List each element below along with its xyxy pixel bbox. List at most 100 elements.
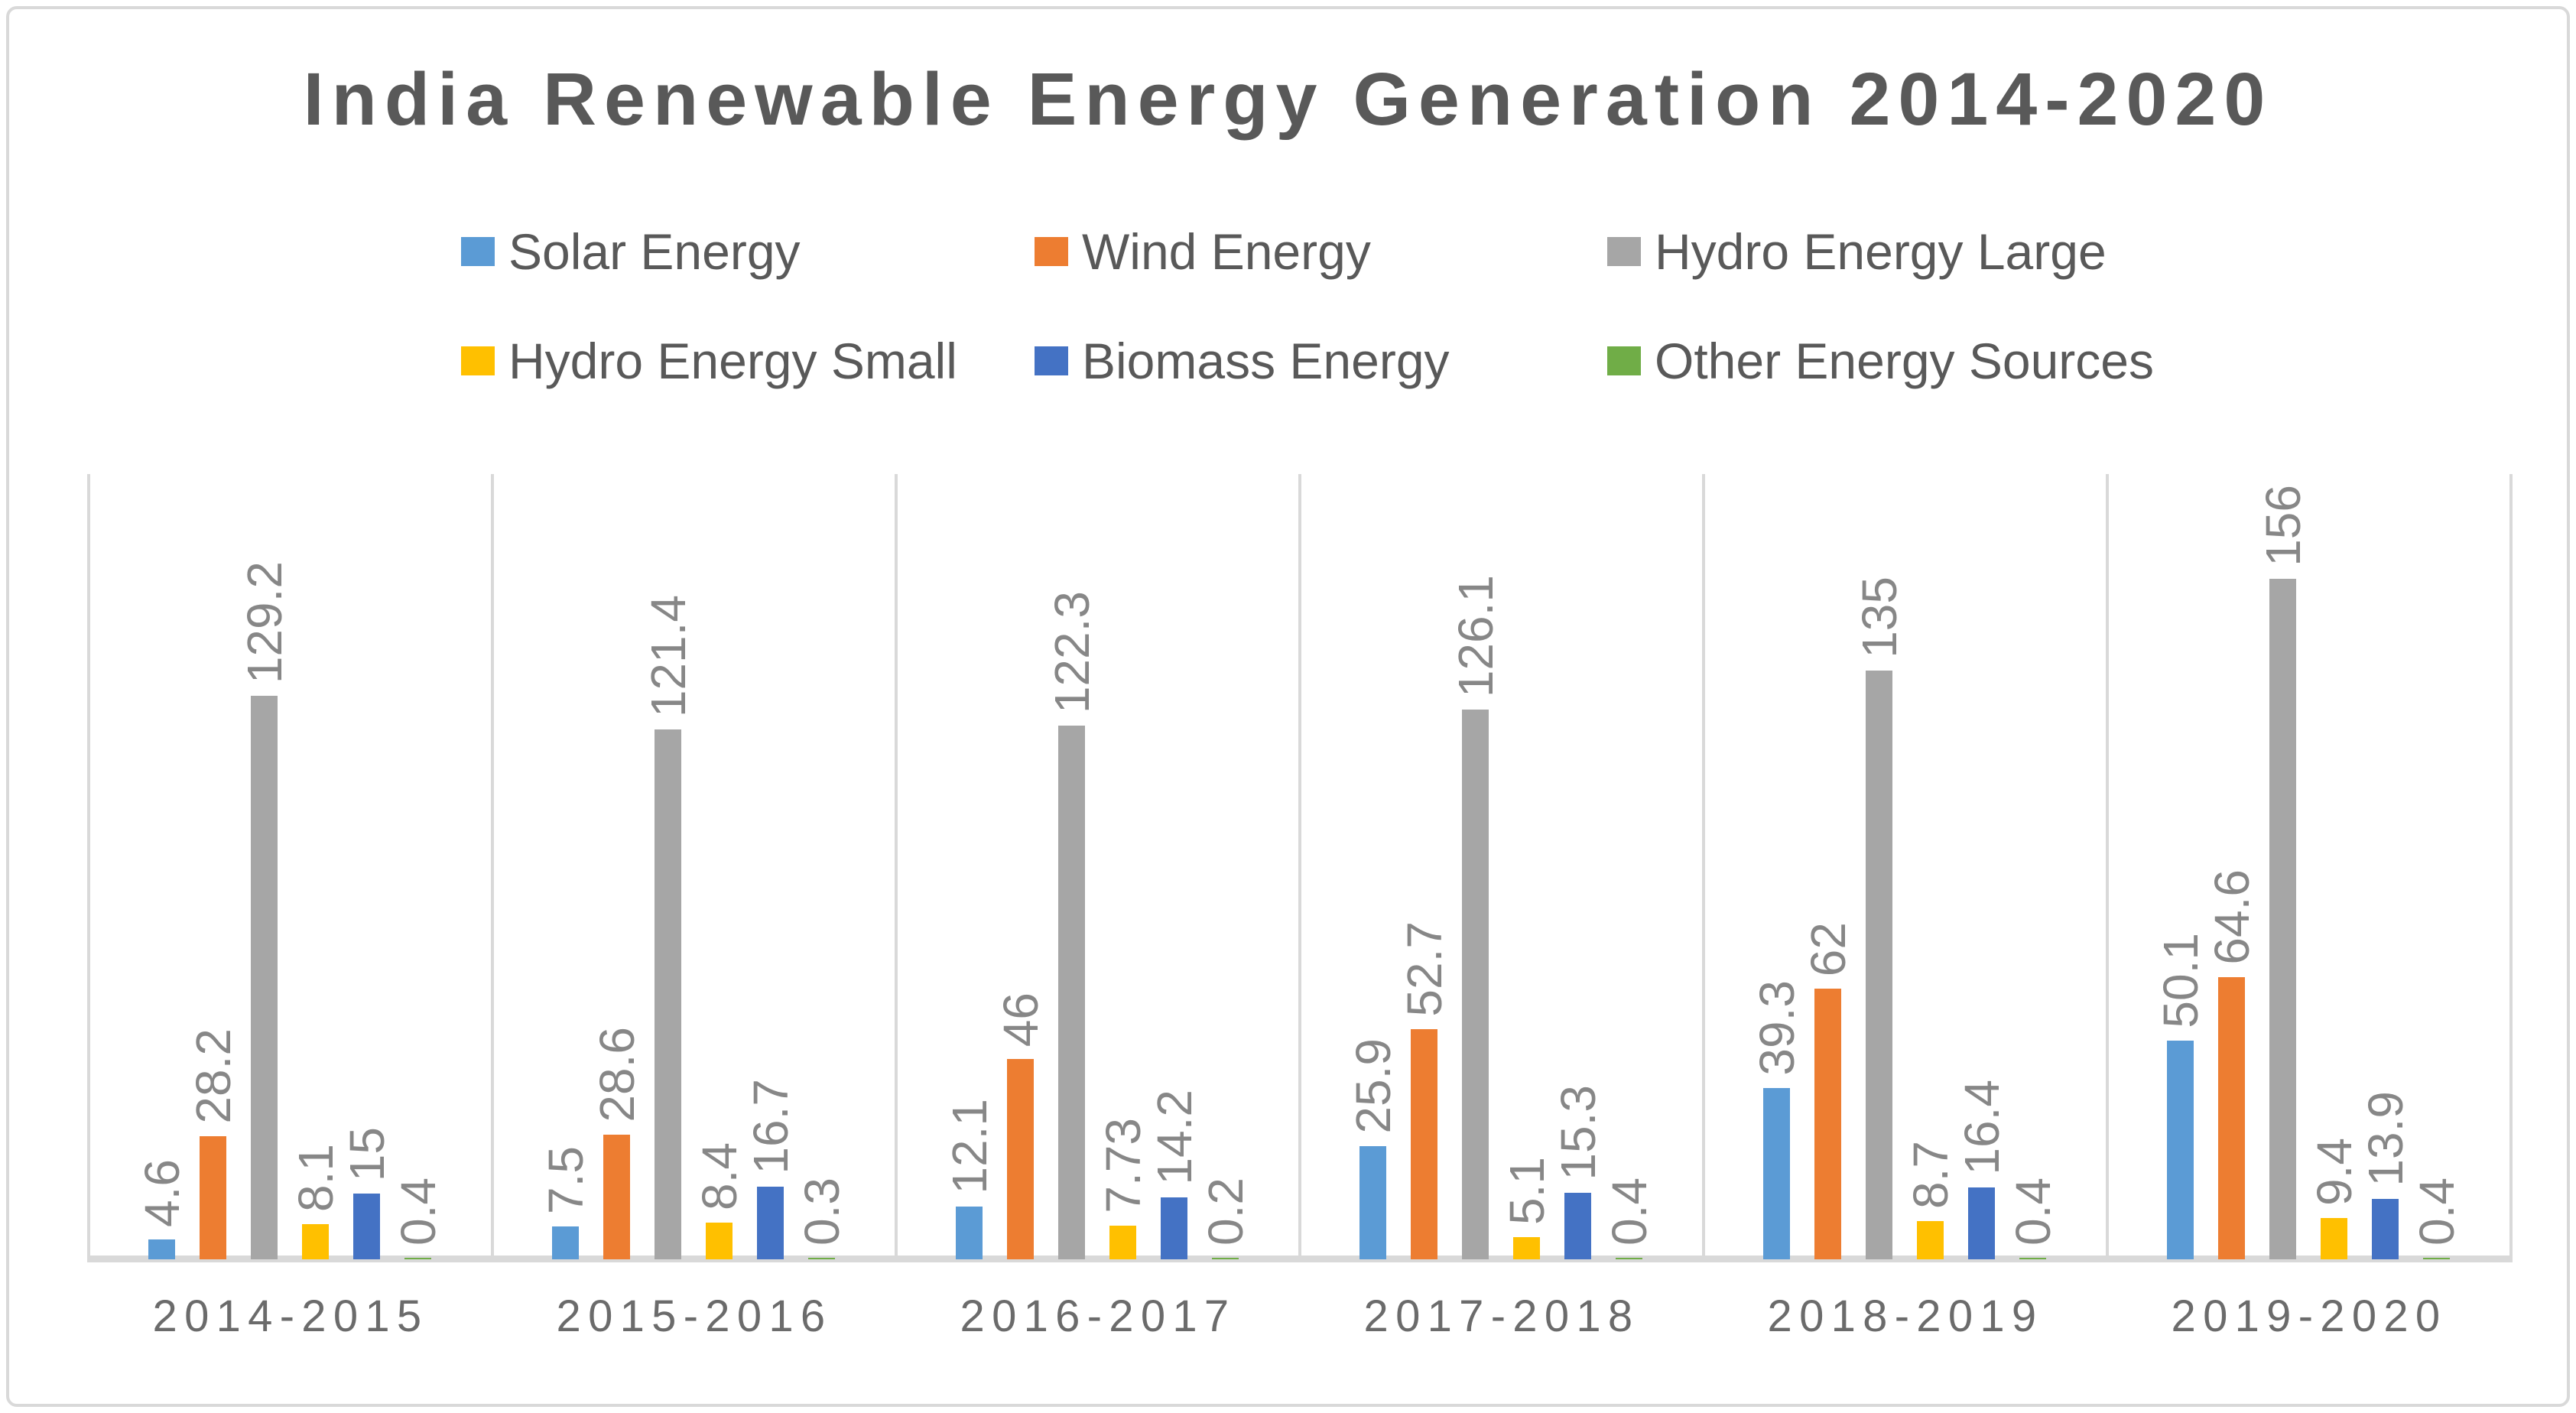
data-label: 46 bbox=[993, 992, 1048, 1047]
bar-solar-energy-2017-2018 bbox=[1359, 1146, 1386, 1259]
data-label: 0.4 bbox=[2409, 1178, 2464, 1246]
bar-other-energy-sources-2014-2015 bbox=[404, 1258, 431, 1259]
data-label: 0.4 bbox=[1602, 1178, 1657, 1246]
category-divider-gridline bbox=[1298, 474, 1301, 1262]
bar-hydro-energy-small-2019-2020 bbox=[2321, 1218, 2347, 1259]
category-divider-gridline bbox=[895, 474, 898, 1262]
data-label: 7.73 bbox=[1096, 1118, 1151, 1213]
bar-biomass-energy-2016-2017 bbox=[1161, 1197, 1187, 1259]
legend-label: Hydro Energy Small bbox=[508, 333, 957, 389]
bar-solar-energy-2016-2017 bbox=[956, 1207, 983, 1259]
x-axis-category-label: 2016-2017 bbox=[960, 1291, 1236, 1341]
data-label: 135 bbox=[1852, 577, 1907, 658]
data-label: 50.1 bbox=[2153, 933, 2208, 1028]
data-label: 0.4 bbox=[391, 1178, 446, 1246]
category-divider-gridline bbox=[491, 474, 494, 1262]
bar-other-energy-sources-2015-2016 bbox=[808, 1258, 835, 1259]
data-label: 14.2 bbox=[1147, 1090, 1202, 1185]
x-axis-category-label: 2017-2018 bbox=[1363, 1291, 1640, 1341]
bar-biomass-energy-2017-2018 bbox=[1564, 1193, 1591, 1259]
data-label: 25.9 bbox=[1346, 1038, 1401, 1134]
legend-item-hydro-energy-small: Hydro Energy Small bbox=[461, 336, 957, 386]
legend-label: Wind Energy bbox=[1082, 223, 1371, 280]
bar-hydro-energy-large-2015-2016 bbox=[655, 729, 681, 1259]
bar-hydro-energy-small-2016-2017 bbox=[1109, 1226, 1136, 1259]
bar-other-energy-sources-2018-2019 bbox=[2019, 1258, 2046, 1259]
data-label: 8.4 bbox=[692, 1142, 747, 1210]
x-axis-category-label: 2015-2016 bbox=[556, 1291, 833, 1341]
legend-label: Other Energy Sources bbox=[1655, 333, 2154, 389]
bar-hydro-energy-small-2014-2015 bbox=[302, 1224, 329, 1259]
data-label: 156 bbox=[2256, 485, 2311, 567]
x-axis-category-label: 2014-2015 bbox=[152, 1291, 429, 1341]
data-label: 15 bbox=[339, 1126, 395, 1181]
data-label: 0.3 bbox=[794, 1178, 849, 1246]
data-label: 64.6 bbox=[2204, 869, 2259, 965]
bar-solar-energy-2019-2020 bbox=[2167, 1041, 2194, 1259]
bar-wind-energy-2017-2018 bbox=[1411, 1029, 1437, 1259]
legend-swatch-icon bbox=[1035, 237, 1068, 266]
chart-title: India Renewable Energy Generation 2014-2… bbox=[303, 57, 2273, 141]
legend-swatch-icon bbox=[1607, 346, 1641, 375]
legend-swatch-icon bbox=[461, 237, 495, 266]
data-label: 13.9 bbox=[2358, 1091, 2413, 1187]
bar-hydro-energy-large-2016-2017 bbox=[1058, 726, 1085, 1259]
data-label: 16.4 bbox=[1954, 1080, 2009, 1175]
data-label: 28.2 bbox=[186, 1028, 241, 1124]
data-label: 0.2 bbox=[1198, 1178, 1253, 1246]
data-label: 12.1 bbox=[942, 1099, 997, 1194]
x-axis-line bbox=[87, 1255, 2513, 1262]
bar-other-energy-sources-2019-2020 bbox=[2423, 1258, 2450, 1259]
data-label: 8.7 bbox=[1903, 1141, 1958, 1209]
legend-label: Hydro Energy Large bbox=[1655, 223, 2107, 280]
legend-item-solar-energy: Solar Energy bbox=[461, 226, 801, 277]
bar-wind-energy-2016-2017 bbox=[1007, 1059, 1034, 1259]
bar-other-energy-sources-2017-2018 bbox=[1616, 1258, 1642, 1259]
data-label: 16.7 bbox=[743, 1079, 798, 1174]
x-axis-category-label: 2018-2019 bbox=[1767, 1291, 2044, 1341]
bar-hydro-energy-small-2015-2016 bbox=[706, 1223, 733, 1259]
category-divider-gridline bbox=[87, 474, 90, 1262]
legend-item-other-energy-sources: Other Energy Sources bbox=[1607, 336, 2154, 386]
bar-other-energy-sources-2016-2017 bbox=[1212, 1258, 1239, 1259]
bar-wind-energy-2015-2016 bbox=[603, 1135, 630, 1259]
bar-solar-energy-2014-2015 bbox=[148, 1239, 175, 1259]
data-label: 39.3 bbox=[1749, 980, 1804, 1076]
bar-solar-energy-2018-2019 bbox=[1763, 1088, 1790, 1259]
data-label: 8.1 bbox=[288, 1144, 343, 1212]
data-label: 15.3 bbox=[1551, 1085, 1606, 1181]
bar-hydro-energy-large-2018-2019 bbox=[1866, 671, 1892, 1259]
bar-wind-energy-2014-2015 bbox=[200, 1136, 226, 1259]
category-divider-gridline bbox=[2106, 474, 2109, 1262]
category-divider-gridline bbox=[1702, 474, 1705, 1262]
data-label: 52.7 bbox=[1397, 921, 1452, 1017]
data-label: 28.6 bbox=[590, 1027, 645, 1122]
bar-biomass-energy-2019-2020 bbox=[2372, 1199, 2399, 1259]
legend-item-wind-energy: Wind Energy bbox=[1035, 226, 1371, 277]
data-label: 9.4 bbox=[2307, 1138, 2362, 1206]
bar-hydro-energy-small-2017-2018 bbox=[1513, 1237, 1540, 1259]
plot-area: 4.6 7.5 12.1 25.9 39.3 50.1 28.2 28.6 46 52.7 62 64… bbox=[87, 474, 2513, 1262]
data-label: 0.4 bbox=[2006, 1178, 2061, 1246]
legend-item-hydro-energy-large: Hydro Energy Large bbox=[1607, 226, 2107, 277]
data-label: 7.5 bbox=[538, 1146, 593, 1214]
legend-label: Biomass Energy bbox=[1082, 333, 1450, 389]
data-label: 5.1 bbox=[1499, 1157, 1554, 1225]
legend-swatch-icon bbox=[461, 346, 495, 375]
bar-solar-energy-2015-2016 bbox=[552, 1226, 579, 1259]
bar-wind-energy-2019-2020 bbox=[2218, 977, 2245, 1259]
legend-swatch-icon bbox=[1607, 237, 1641, 266]
bar-biomass-energy-2015-2016 bbox=[757, 1187, 784, 1259]
legend-item-biomass-energy: Biomass Energy bbox=[1035, 336, 1450, 386]
bar-hydro-energy-large-2014-2015 bbox=[251, 696, 278, 1259]
bar-wind-energy-2018-2019 bbox=[1814, 989, 1841, 1259]
bar-biomass-energy-2018-2019 bbox=[1968, 1187, 1995, 1259]
x-axis-category-label: 2019-2020 bbox=[2171, 1291, 2448, 1341]
category-divider-gridline bbox=[2509, 474, 2513, 1262]
data-label: 4.6 bbox=[135, 1159, 190, 1227]
legend-swatch-icon bbox=[1035, 346, 1068, 375]
bar-hydro-energy-small-2018-2019 bbox=[1917, 1221, 1944, 1259]
data-label: 62 bbox=[1801, 921, 1856, 976]
legend-label: Solar Energy bbox=[508, 223, 801, 280]
data-label: 129.2 bbox=[237, 560, 292, 684]
